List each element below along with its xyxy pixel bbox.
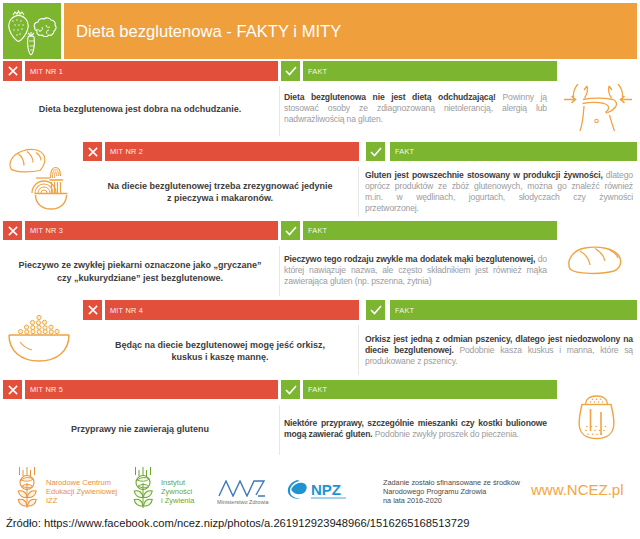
svg-text:NPZ: NPZ — [311, 481, 341, 498]
